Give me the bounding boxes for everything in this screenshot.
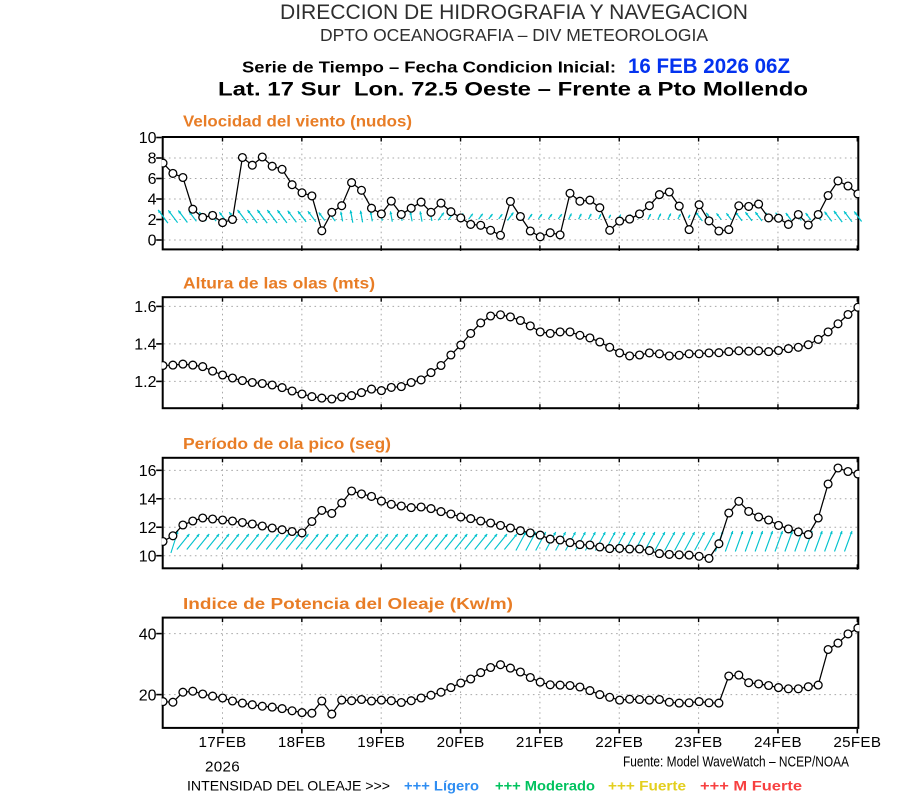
svg-text:0: 0 [148, 233, 157, 250]
svg-text:INTENSIDAD DEL OLEAJE >>>: INTENSIDAD DEL OLEAJE >>> [187, 779, 390, 794]
svg-text:16: 16 [139, 463, 157, 480]
svg-text:10: 10 [139, 130, 157, 147]
svg-text:16 FEB 2026 06Z: 16 FEB 2026 06Z [628, 54, 790, 78]
svg-text:Fuente: Model WaveWatch – NCEP: Fuente: Model WaveWatch – NCEP/NOAA [623, 754, 849, 771]
svg-text:18FEB: 18FEB [278, 734, 326, 751]
svg-text:+++ Lígero: +++ Lígero [404, 779, 479, 794]
svg-text:4: 4 [148, 192, 157, 209]
svg-text:DIRECCION DE HIDROGRAFIA Y NAV: DIRECCION DE HIDROGRAFIA Y NAVEGACION [280, 1, 748, 24]
svg-text:21FEB: 21FEB [516, 734, 564, 751]
svg-text:DPTO OCEANOGRAFIA – DIV METEOR: DPTO OCEANOGRAFIA – DIV METEOROLOGIA [320, 25, 708, 45]
svg-text:Período de ola pico (seg): Período de ola pico (seg) [183, 436, 391, 453]
svg-text:10: 10 [139, 548, 157, 565]
svg-text:40: 40 [139, 626, 157, 643]
svg-text:22FEB: 22FEB [595, 734, 643, 751]
svg-text:1.4: 1.4 [134, 337, 156, 354]
svg-text:24FEB: 24FEB [754, 734, 802, 751]
svg-text:Velocidad del viento (nudos): Velocidad del viento (nudos) [183, 114, 412, 131]
svg-text:23FEB: 23FEB [675, 734, 723, 751]
svg-text:Altura de las olas (mts): Altura de las olas (mts) [183, 276, 375, 293]
svg-text:Lat. 17 Sur Lon. 72.5 Oeste –: Lat. 17 Sur Lon. 72.5 Oeste – Frente a P… [218, 79, 808, 101]
svg-text:19FEB: 19FEB [357, 734, 405, 751]
svg-text:12: 12 [139, 520, 157, 537]
svg-text:1.6: 1.6 [134, 299, 156, 316]
svg-text:Indice de Potencia del Oleaje: Indice de Potencia del Oleaje (Kw/m) [183, 596, 513, 613]
svg-text:2: 2 [148, 212, 157, 229]
svg-text:1.2: 1.2 [134, 374, 156, 391]
svg-text:6: 6 [148, 171, 157, 188]
svg-text:2026: 2026 [205, 759, 240, 776]
svg-text:+++ M Fuerte: +++ M Fuerte [700, 779, 802, 794]
svg-text:20FEB: 20FEB [437, 734, 485, 751]
svg-text:+++ Fuerte: +++ Fuerte [608, 779, 686, 794]
svg-text:14: 14 [139, 491, 157, 508]
svg-text:25FEB: 25FEB [833, 734, 881, 751]
svg-text:8: 8 [148, 151, 157, 168]
svg-text:20: 20 [139, 687, 157, 704]
svg-text:Serie de Tiempo – Fecha Condic: Serie de Tiempo – Fecha Condicion Inicia… [242, 60, 616, 77]
svg-text:+++ Moderado: +++ Moderado [495, 779, 595, 794]
svg-text:17FEB: 17FEB [199, 734, 247, 751]
